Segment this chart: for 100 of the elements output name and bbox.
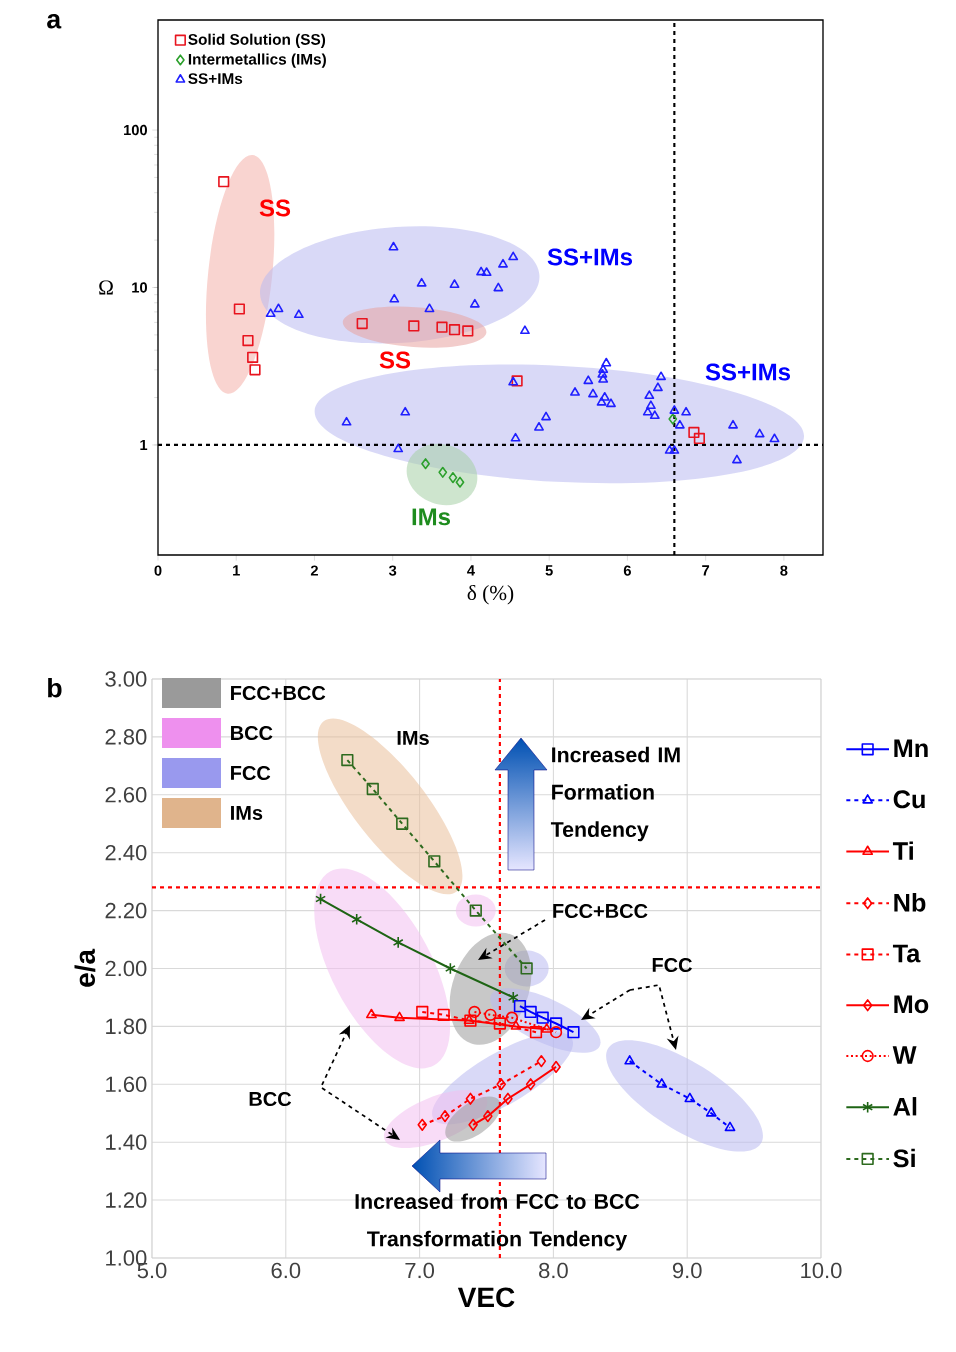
point [468, 1005, 481, 1019]
annotation: BCC [231, 725, 273, 741]
point [652, 382, 663, 392]
point [525, 1078, 536, 1091]
point [242, 334, 254, 347]
point [567, 1026, 580, 1039]
annotation: FCC [231, 765, 271, 781]
point [505, 1011, 519, 1024]
x-axis-title: δ (%) [467, 584, 514, 605]
point [541, 411, 551, 421]
x-tick-label: 1 [233, 565, 240, 576]
annotation: SS [259, 199, 291, 217]
point [469, 298, 480, 308]
y-tick-label: 2.00 [105, 960, 147, 977]
legend-label: SS+IMs [188, 73, 243, 85]
y-axis-title: e/a [74, 948, 96, 987]
point [541, 1023, 553, 1033]
x-tick-label: 4 [467, 565, 475, 576]
point [273, 303, 284, 313]
point [645, 400, 656, 410]
point [428, 855, 441, 868]
point [448, 324, 461, 336]
point [684, 1092, 696, 1103]
annotation: IMs [397, 731, 429, 745]
x-tick-label: 7.0 [405, 1262, 435, 1279]
x-tick-label: 2 [310, 565, 318, 576]
legend-label: Nb [894, 893, 926, 912]
point [366, 782, 379, 796]
annotation: SS [379, 351, 411, 369]
point [389, 293, 400, 303]
point [440, 1110, 450, 1123]
point [468, 1118, 478, 1131]
point [606, 398, 616, 408]
point [754, 428, 765, 438]
x-tick-label: 3 [388, 565, 397, 576]
point [507, 991, 519, 1004]
point [510, 1020, 522, 1030]
point [674, 419, 685, 429]
point [388, 241, 399, 251]
point [498, 258, 508, 268]
point [642, 406, 653, 416]
x-tick-label: 5 [545, 565, 553, 576]
y-tick-label: 2.40 [105, 844, 147, 861]
point [393, 443, 404, 453]
point [681, 406, 692, 416]
point [508, 251, 519, 261]
point [438, 466, 448, 478]
point [649, 410, 660, 420]
point [724, 1121, 736, 1132]
legend-label: Cu [893, 790, 925, 809]
point [356, 317, 368, 330]
x-tick-label: 8 [780, 565, 788, 576]
point [536, 1055, 547, 1068]
point [483, 1110, 493, 1123]
legend-label: W [892, 1046, 917, 1064]
point [481, 267, 492, 276]
point [599, 391, 610, 401]
x-tick-label: 10.0 [801, 1262, 842, 1279]
y-tick-label: 2.20 [105, 902, 147, 919]
x-tick-label: 8.0 [539, 1262, 568, 1279]
y-tick-label: 1.40 [106, 1134, 147, 1150]
point [705, 1107, 717, 1117]
point [233, 303, 245, 315]
y-tick-label: 2.80 [105, 729, 147, 745]
point [417, 1118, 428, 1131]
point [588, 388, 598, 398]
legend-label: Mn [894, 739, 928, 758]
annotation: SS+IMs [547, 248, 633, 266]
x-tick-label: 7 [702, 565, 710, 576]
point [529, 1026, 543, 1039]
point [396, 817, 409, 830]
point [536, 1011, 549, 1024]
point [510, 432, 521, 442]
point [596, 396, 607, 406]
point [462, 325, 474, 337]
point [513, 999, 527, 1013]
point [484, 1008, 497, 1021]
point [570, 387, 580, 396]
point [598, 364, 609, 374]
y-tick-label: 2.60 [105, 786, 147, 803]
x-tick-label: 6.0 [271, 1262, 301, 1279]
annotation: FCC+BCC [231, 685, 326, 701]
point [424, 303, 435, 313]
point [293, 309, 304, 319]
point [493, 1017, 507, 1030]
legend-label: Ti [892, 841, 913, 860]
annotation: IMs [231, 806, 263, 820]
legend-label: Ta [892, 944, 921, 963]
legend-label: Al [893, 1097, 917, 1116]
point [366, 1008, 377, 1019]
point [416, 277, 427, 287]
point [400, 406, 411, 416]
point [476, 266, 487, 276]
point [583, 375, 594, 385]
point [465, 1092, 476, 1105]
annotation: IMs [412, 508, 451, 526]
point [247, 351, 259, 363]
point [656, 1078, 668, 1088]
point [534, 421, 544, 431]
y-tick-label: 1.20 [106, 1192, 147, 1208]
